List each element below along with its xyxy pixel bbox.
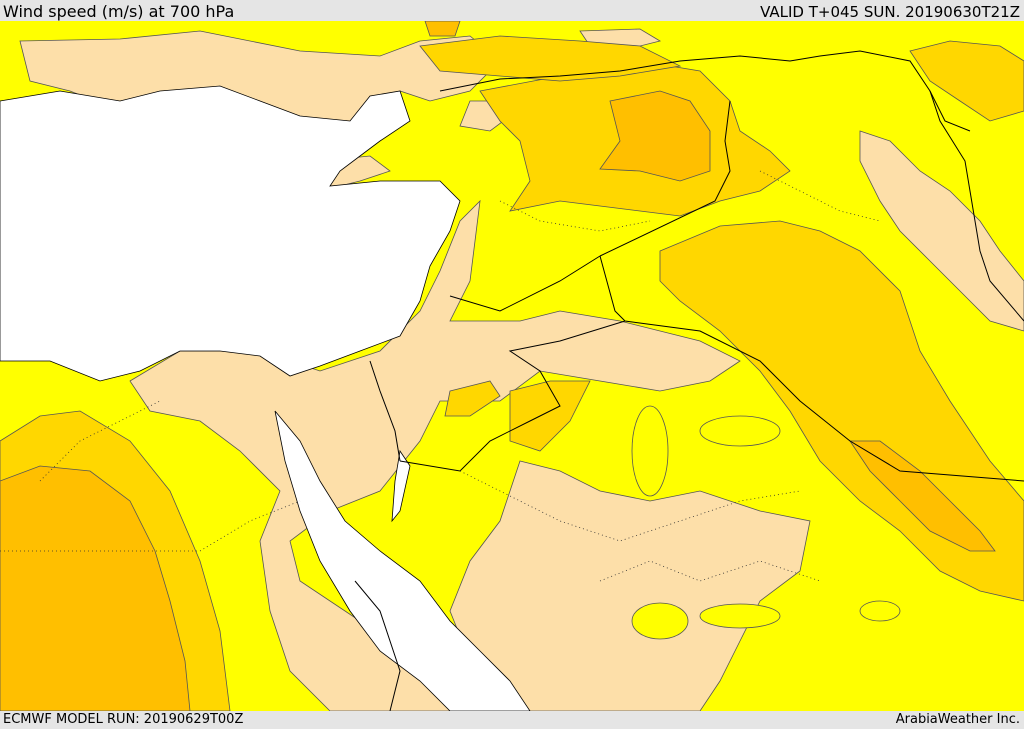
admin-boundaries — [0, 170, 881, 582]
red-sea-gulf-of-suez — [274, 410, 531, 711]
admin-line-5 — [599, 560, 821, 582]
border-syria-jordan — [449, 255, 601, 312]
border-egypt-sinai — [369, 360, 401, 462]
pocket-4 — [699, 415, 781, 447]
footer-bar: ECMWF MODEL RUN: 20190629T00Z ArabiaWeat… — [0, 711, 1024, 729]
mediterranean-sea — [0, 85, 461, 382]
pocket-1 — [631, 405, 669, 497]
credit-label: ArabiaWeather Inc. — [895, 712, 1020, 727]
wind-speed-map — [0, 21, 1024, 711]
header-bar: Wind speed (m/s) at 700 hPa VALID T+045 … — [0, 0, 1024, 21]
gulf-of-aqaba — [391, 449, 411, 523]
country-borders — [354, 50, 1024, 711]
highest-wind-iraq — [849, 440, 996, 552]
border-iraq-iran — [929, 90, 1024, 322]
highest-wind-syria — [599, 90, 711, 182]
border-jordan-saudi — [399, 320, 626, 472]
yellow-pockets — [631, 405, 901, 640]
high-wind-north-strip — [419, 35, 682, 82]
high-wind-turkey-east — [909, 40, 1024, 122]
admin-line-6 — [39, 400, 161, 482]
pocket-3 — [699, 603, 781, 629]
border-arabia-south — [354, 580, 401, 711]
model-run-label: ECMWF MODEL RUN: 20190629T00Z — [3, 712, 244, 727]
map-title: Wind speed (m/s) at 700 hPa — [3, 2, 235, 21]
pocket-2 — [631, 602, 689, 640]
border-syria-iraq — [599, 100, 731, 257]
admin-line-1 — [0, 500, 301, 552]
border-jordan-iraq-saudi — [599, 255, 1024, 482]
highest-wind-north — [424, 21, 461, 37]
sea-areas — [0, 85, 531, 711]
highest-wind-egypt — [0, 465, 191, 711]
high-wind-jordan-patch — [444, 380, 501, 417]
high-wind-jordan — [509, 380, 591, 452]
pocket-5 — [859, 600, 901, 622]
low-wind-iran-iraq — [859, 130, 1024, 332]
valid-time-label: VALID T+045 SUN. 20190630T21Z — [760, 3, 1020, 21]
highest-wind-areas — [0, 21, 996, 711]
